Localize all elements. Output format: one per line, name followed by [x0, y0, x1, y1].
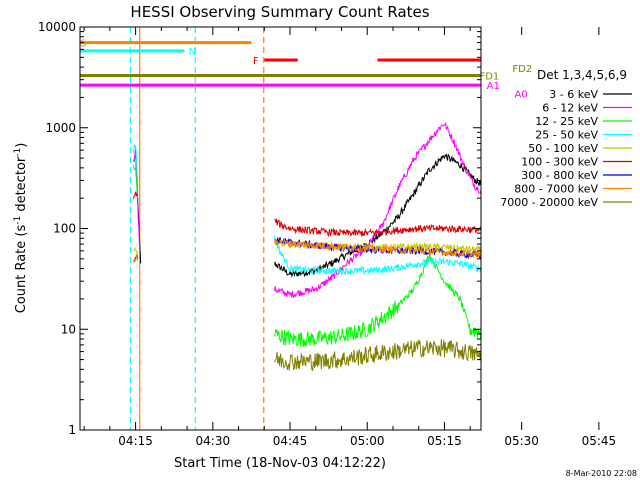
- flag-label-8: A0: [514, 89, 527, 100]
- x-tick-label-4: 05:15: [427, 434, 462, 448]
- x-axis-label: Start Time (18-Nov-03 04:12:22): [174, 456, 386, 471]
- legend-label-4: 50 - 100 keV: [528, 142, 598, 155]
- legend-label-0: 3 - 6 keV: [549, 88, 598, 101]
- y-tick-label-3: 1000: [45, 121, 76, 135]
- legend-label-7: 800 - 7000 keV: [514, 183, 598, 196]
- series-line-0-1: [274, 153, 481, 279]
- series-line-7-1: [274, 237, 481, 259]
- x-tick-label-0: 04:15: [118, 434, 153, 448]
- series-line-5-1: [274, 218, 481, 238]
- flag-label-6: FD2: [512, 64, 532, 75]
- plot-content: [80, 27, 481, 430]
- series-line-2-0: [133, 165, 139, 199]
- flag-label-1: N: [189, 47, 196, 58]
- axes: 04:15 04:30 04:45 05:00 05:15 05:30 05:45 1 10 10…: [38, 20, 616, 448]
- y-tick-label-4: 10000: [38, 20, 76, 34]
- series-line-3-0: [133, 143, 139, 181]
- series-line-7-0: [133, 254, 139, 264]
- x-tick-label-6: 05:45: [582, 434, 617, 448]
- series-line-4-0: [133, 247, 139, 255]
- flag-label-7: A1: [487, 81, 500, 92]
- flag-label-0: S: [80, 39, 86, 50]
- series-line-8-0: [274, 339, 481, 372]
- legend-label-8: 7000 - 20000 keV: [500, 196, 598, 209]
- y-axis-label-mid: detector: [14, 156, 29, 216]
- x-tick-label-5: 05:30: [504, 434, 539, 448]
- legend-label-6: 300 - 800 keV: [521, 169, 598, 182]
- y-axis-label-main: Count Rate (s: [14, 225, 29, 314]
- legend-label-1: 6 - 12 keV: [542, 102, 598, 115]
- footer-date: 8-Mar-2010 22:08: [566, 469, 637, 478]
- x-tick-label-1: 04:30: [196, 434, 231, 448]
- legend-title: Det 1,3,4,5,6,9: [537, 68, 627, 82]
- x-tick-label-3: 05:00: [350, 434, 385, 448]
- series-line-4-1: [274, 238, 481, 253]
- y-tick-label-2: 100: [53, 222, 76, 236]
- plot-area: S N F FD1 FD2 A1 A0: [80, 27, 532, 430]
- series-line-3-1: [274, 235, 481, 276]
- y-axis-label-sup2: -1: [13, 148, 23, 157]
- y-tick-label-0: 1: [68, 423, 76, 437]
- legend-label-2: 12 - 25 keV: [535, 115, 598, 128]
- y-axis-label-end: ): [14, 143, 29, 148]
- series-line-1-1: [274, 121, 481, 299]
- y-axis-label-sup1: -1: [13, 216, 23, 225]
- chart-title: HESSI Observing Summary Count Rates: [130, 3, 429, 21]
- y-axis-label: Count Rate (s-1 detector-1): [13, 143, 29, 314]
- legend-label-3: 25 - 50 keV: [535, 129, 598, 142]
- flag-label-5: FD1: [479, 72, 499, 83]
- flag-label-2: F: [253, 56, 259, 67]
- series-line-5-0: [133, 191, 139, 200]
- y-tick-label-1: 10: [61, 322, 76, 336]
- series-line-2-1: [274, 254, 481, 348]
- x-tick-label-2: 04:45: [273, 434, 308, 448]
- legend-label-5: 100 - 300 keV: [521, 156, 598, 169]
